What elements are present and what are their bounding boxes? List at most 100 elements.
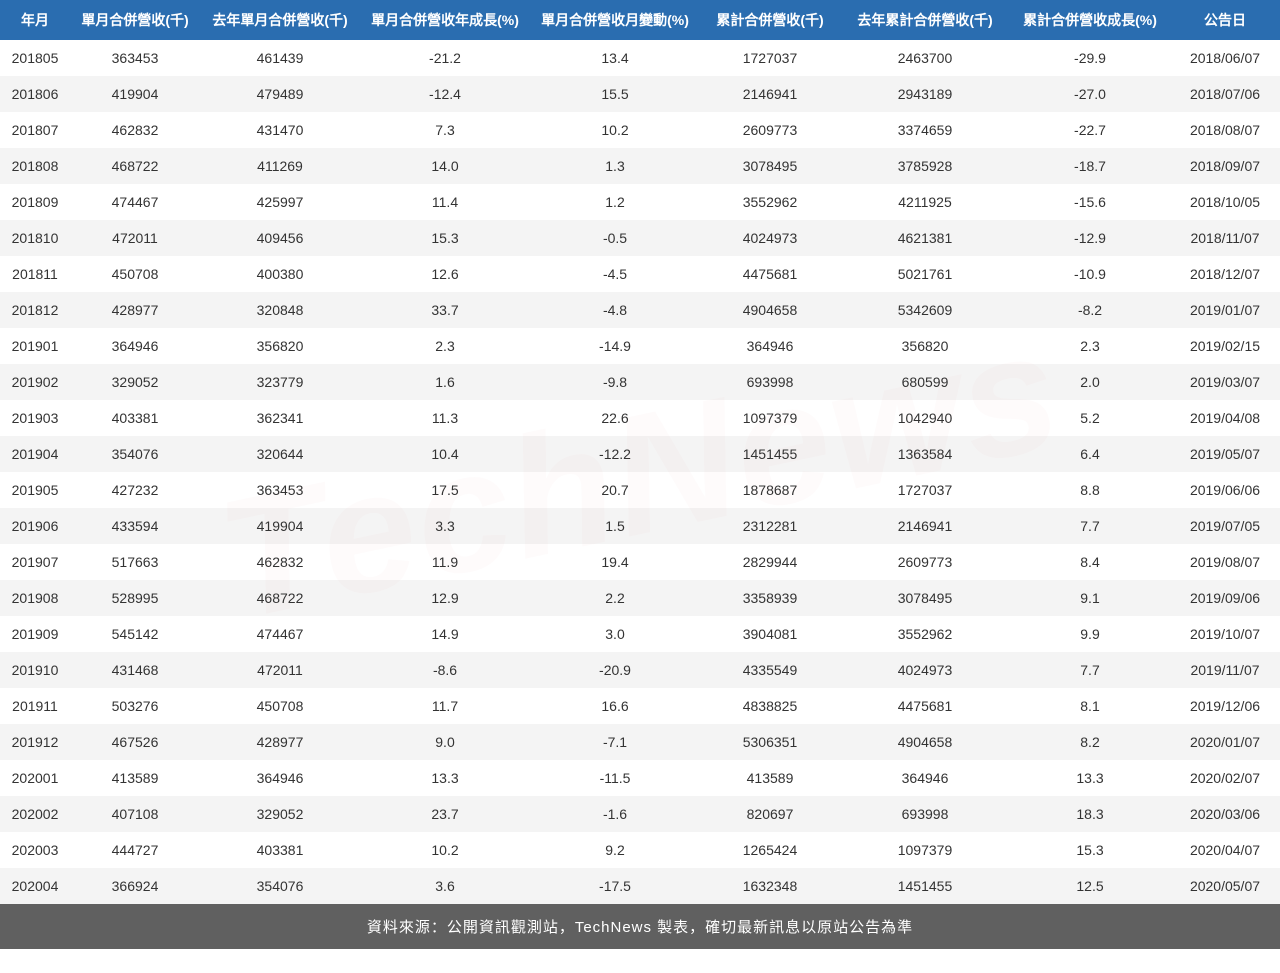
table-cell: 2019/02/15 bbox=[1170, 328, 1280, 364]
table-cell: 15.3 bbox=[1010, 832, 1170, 868]
table-cell: 425997 bbox=[200, 184, 360, 220]
table-cell: 366924 bbox=[70, 868, 200, 904]
table-cell: 444727 bbox=[70, 832, 200, 868]
table-cell: 1097379 bbox=[700, 400, 840, 436]
table-row: 20190751766346283211.919.428299442609773… bbox=[0, 544, 1280, 580]
table-cell: 356820 bbox=[200, 328, 360, 364]
table-row: 2018074628324314707.310.226097733374659-… bbox=[0, 112, 1280, 148]
table-cell: 2018/12/07 bbox=[1170, 256, 1280, 292]
table-cell: 528995 bbox=[70, 580, 200, 616]
table-row: 2019064335944199043.31.5231228121469417.… bbox=[0, 508, 1280, 544]
table-cell: 419904 bbox=[200, 508, 360, 544]
table-cell: 13.3 bbox=[1010, 760, 1170, 796]
table-cell: -21.2 bbox=[360, 40, 530, 76]
table-cell: 329052 bbox=[70, 364, 200, 400]
table-cell: -12.4 bbox=[360, 76, 530, 112]
table-cell: 407108 bbox=[70, 796, 200, 832]
table-cell: 201811 bbox=[0, 256, 70, 292]
table-row: 201910431468472011-8.6-20.94335549402497… bbox=[0, 652, 1280, 688]
table-cell: 19.4 bbox=[530, 544, 700, 580]
table-cell: 2018/09/07 bbox=[1170, 148, 1280, 184]
table-cell: 5021761 bbox=[840, 256, 1010, 292]
table-cell: 2020/05/07 bbox=[1170, 868, 1280, 904]
table-cell: 7.7 bbox=[1010, 652, 1170, 688]
table-cell: 2019/10/07 bbox=[1170, 616, 1280, 652]
column-header: 累計合併營收成長(%) bbox=[1010, 0, 1170, 40]
table-cell: 10.4 bbox=[360, 436, 530, 472]
table-cell: 201910 bbox=[0, 652, 70, 688]
table-cell: -18.7 bbox=[1010, 148, 1170, 184]
table-cell: 201909 bbox=[0, 616, 70, 652]
table-cell: 2.3 bbox=[360, 328, 530, 364]
table-cell: 2943189 bbox=[840, 76, 1010, 112]
table-cell: 517663 bbox=[70, 544, 200, 580]
table-cell: 2312281 bbox=[700, 508, 840, 544]
table-cell: 364946 bbox=[840, 760, 1010, 796]
table-cell: -22.7 bbox=[1010, 112, 1170, 148]
table-cell: 8.1 bbox=[1010, 688, 1170, 724]
table-cell: 411269 bbox=[200, 148, 360, 184]
table-cell: 1097379 bbox=[840, 832, 1010, 868]
table-cell: 1363584 bbox=[840, 436, 1010, 472]
table-cell: 474467 bbox=[70, 184, 200, 220]
table-cell: 9.2 bbox=[530, 832, 700, 868]
table-cell: 2019/06/06 bbox=[1170, 472, 1280, 508]
table-cell: 20.7 bbox=[530, 472, 700, 508]
table-row: 20190435407632064410.4-12.21451455136358… bbox=[0, 436, 1280, 472]
revenue-table-container: TechNews 年月單月合併營收(千)去年單月合併營收(千)單月合併營收年成長… bbox=[0, 0, 1280, 949]
table-row: 20181047201140945615.3-0.540249734621381… bbox=[0, 220, 1280, 256]
table-cell: 403381 bbox=[200, 832, 360, 868]
table-cell: 3904081 bbox=[700, 616, 840, 652]
table-cell: 409456 bbox=[200, 220, 360, 256]
table-cell: 201809 bbox=[0, 184, 70, 220]
table-cell: -9.8 bbox=[530, 364, 700, 400]
table-cell: 13.4 bbox=[530, 40, 700, 76]
table-cell: 12.5 bbox=[1010, 868, 1170, 904]
table-row: 201805363453461439-21.213.41727037246370… bbox=[0, 40, 1280, 76]
table-cell: 7.7 bbox=[1010, 508, 1170, 544]
table-cell: 10.2 bbox=[360, 832, 530, 868]
table-cell: 12.6 bbox=[360, 256, 530, 292]
table-cell: 1265424 bbox=[700, 832, 840, 868]
column-header: 單月合併營收年成長(%) bbox=[360, 0, 530, 40]
table-cell: 1.3 bbox=[530, 148, 700, 184]
table-row: 20190954514247446714.93.0390408135529629… bbox=[0, 616, 1280, 652]
table-row: 20181242897732084833.7-4.849046585342609… bbox=[0, 292, 1280, 328]
table-row: 20190340338136234111.322.610973791042940… bbox=[0, 400, 1280, 436]
table-cell: 2609773 bbox=[700, 112, 840, 148]
revenue-table: 年月單月合併營收(千)去年單月合併營收(千)單月合併營收年成長(%)單月合併營收… bbox=[0, 0, 1280, 949]
table-cell: 428977 bbox=[70, 292, 200, 328]
table-cell: 11.9 bbox=[360, 544, 530, 580]
table-cell: 2018/08/07 bbox=[1170, 112, 1280, 148]
table-row: 20180846872241126914.01.330784953785928-… bbox=[0, 148, 1280, 184]
table-cell: 2018/11/07 bbox=[1170, 220, 1280, 256]
table-cell: 2.2 bbox=[530, 580, 700, 616]
table-cell: 3374659 bbox=[840, 112, 1010, 148]
table-cell: 14.9 bbox=[360, 616, 530, 652]
table-cell: 6.4 bbox=[1010, 436, 1170, 472]
table-cell: 201907 bbox=[0, 544, 70, 580]
table-cell: 329052 bbox=[200, 796, 360, 832]
table-cell: 1451455 bbox=[700, 436, 840, 472]
table-cell: 362341 bbox=[200, 400, 360, 436]
table-row: 20180947446742599711.41.235529624211925-… bbox=[0, 184, 1280, 220]
table-row: 201806419904479489-12.415.52146941294318… bbox=[0, 76, 1280, 112]
table-cell: 201810 bbox=[0, 220, 70, 256]
table-cell: 8.8 bbox=[1010, 472, 1170, 508]
table-cell: 201904 bbox=[0, 436, 70, 472]
table-cell: 461439 bbox=[200, 40, 360, 76]
table-cell: 1.2 bbox=[530, 184, 700, 220]
table-cell: 17.5 bbox=[360, 472, 530, 508]
table-cell: -10.9 bbox=[1010, 256, 1170, 292]
table-cell: 2.0 bbox=[1010, 364, 1170, 400]
table-cell: 468722 bbox=[200, 580, 360, 616]
table-cell: 2019/05/07 bbox=[1170, 436, 1280, 472]
table-cell: 479489 bbox=[200, 76, 360, 112]
table-cell: 14.0 bbox=[360, 148, 530, 184]
table-cell: 354076 bbox=[200, 868, 360, 904]
table-cell: 2146941 bbox=[840, 508, 1010, 544]
table-cell: 4904658 bbox=[840, 724, 1010, 760]
table-cell: 201806 bbox=[0, 76, 70, 112]
table-cell: 4475681 bbox=[840, 688, 1010, 724]
table-cell: 3078495 bbox=[840, 580, 1010, 616]
